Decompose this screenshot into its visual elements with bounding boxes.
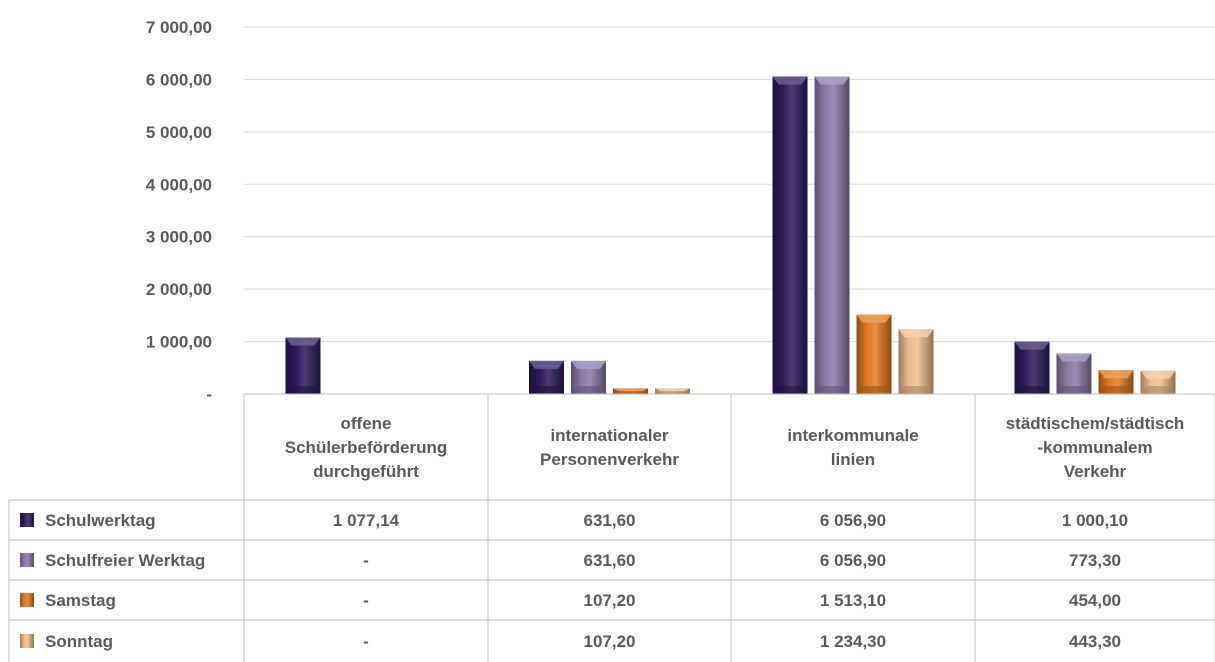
legend-key (20, 593, 34, 607)
category-label: internationaler Personenverkehr (540, 426, 679, 469)
data-label: 6 056,90 (820, 551, 886, 570)
y-tick-label: - (206, 385, 212, 404)
data-label: 1 000,10 (1062, 511, 1128, 530)
data-label: 631,60 (584, 511, 636, 530)
data-label: 454,00 (1069, 591, 1121, 610)
bar (1014, 341, 1050, 394)
legend-key (20, 553, 34, 567)
y-tick-label: 1 000,00 (146, 333, 212, 352)
legend-series-label: Schulfreier Werktag (45, 551, 205, 570)
data-label: 107,20 (584, 632, 636, 651)
data-label: 1 234,30 (820, 632, 886, 651)
data-label: 773,30 (1069, 551, 1121, 570)
y-tick-label: 5 000,00 (146, 123, 212, 142)
y-axis-tick-labels: - 1 000,00 2 000,00 3 000,00 4 000,00 5 000,0… (146, 18, 212, 404)
legend-key (20, 634, 34, 648)
bar (1098, 370, 1134, 394)
data-label: - (363, 591, 369, 610)
y-tick-label: 6 000,00 (146, 70, 212, 89)
data-label: 6 056,90 (820, 511, 886, 530)
bar (1140, 370, 1176, 394)
y-tick-label: 3 000,00 (146, 228, 212, 247)
legend-series-label: Samstag (45, 591, 116, 610)
data-label: - (363, 551, 369, 570)
y-tick-label: 7 000,00 (146, 18, 212, 37)
bar (613, 388, 648, 394)
y-tick-label: 2 000,00 (146, 280, 212, 299)
legend-series-label: Schulwerktag (45, 511, 156, 530)
data-label: 443,30 (1069, 632, 1121, 651)
category-label: interkommunale linien (787, 426, 918, 469)
y-tick-label: 4 000,00 (146, 175, 212, 194)
category-label: städtischem/städtisch -kommunalem Verkehr (1006, 414, 1185, 481)
data-label: 1 513,10 (820, 591, 886, 610)
bar (814, 76, 850, 395)
bar (571, 360, 606, 394)
bar (772, 76, 808, 395)
legend-key (20, 513, 34, 527)
bar (898, 329, 934, 394)
data-table: offene Schülerbeförderung durchgeführt inte… (8, 393, 1215, 662)
data-label: - (363, 632, 369, 651)
legend-series-label: Sonntag (45, 632, 113, 651)
bar (856, 314, 892, 394)
bar (529, 360, 564, 394)
bar (1056, 353, 1092, 394)
gridlines (244, 26, 1215, 343)
data-label: 631,60 (584, 551, 636, 570)
bars (285, 76, 1176, 395)
data-label: 107,20 (584, 591, 636, 610)
bar (655, 388, 690, 394)
data-label: 1 077,14 (333, 511, 400, 530)
bar (285, 337, 321, 394)
category-label: offene Schülerbeförderung durchgeführt (285, 414, 447, 481)
